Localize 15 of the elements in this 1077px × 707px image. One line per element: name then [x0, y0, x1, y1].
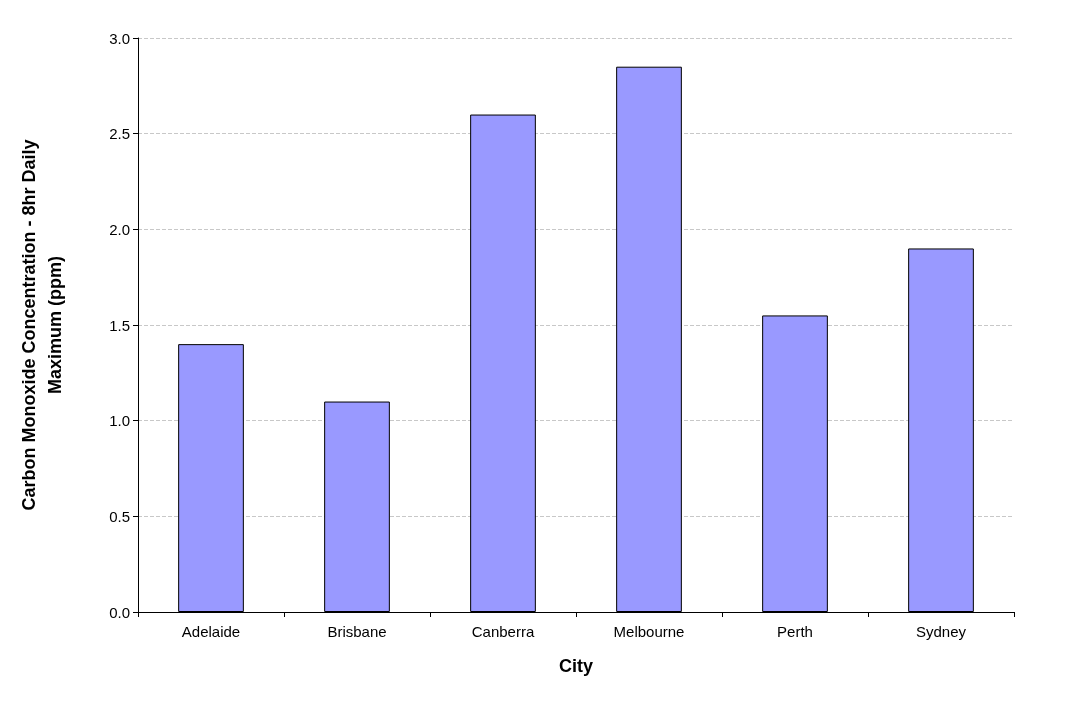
x-tick-label: Sydney — [915, 623, 967, 640]
y-axis-title: Carbon Monoxide Concentration - 8hr Daily Maximum (ppm) — [19, 139, 65, 511]
y-tick-label: 1.0 — [109, 412, 130, 430]
x-tick-label: Adelaide — [181, 623, 241, 640]
x-axis-title: City — [558, 656, 594, 676]
y-tick-label: 0.0 — [109, 603, 130, 621]
y-tick-label: 3.0 — [109, 29, 130, 47]
y-tick-label: 1.5 — [109, 316, 130, 334]
y-tick-label: 2.5 — [109, 125, 130, 143]
y-tick-label: 0.5 — [109, 507, 130, 525]
x-tick-label: Canberra — [471, 623, 535, 640]
y-tick-label: 2.0 — [109, 220, 130, 238]
x-tick-label: Brisbane — [327, 623, 387, 640]
x-tick-label: Melbourne — [613, 623, 685, 640]
x-tick-label: Perth — [777, 623, 813, 640]
